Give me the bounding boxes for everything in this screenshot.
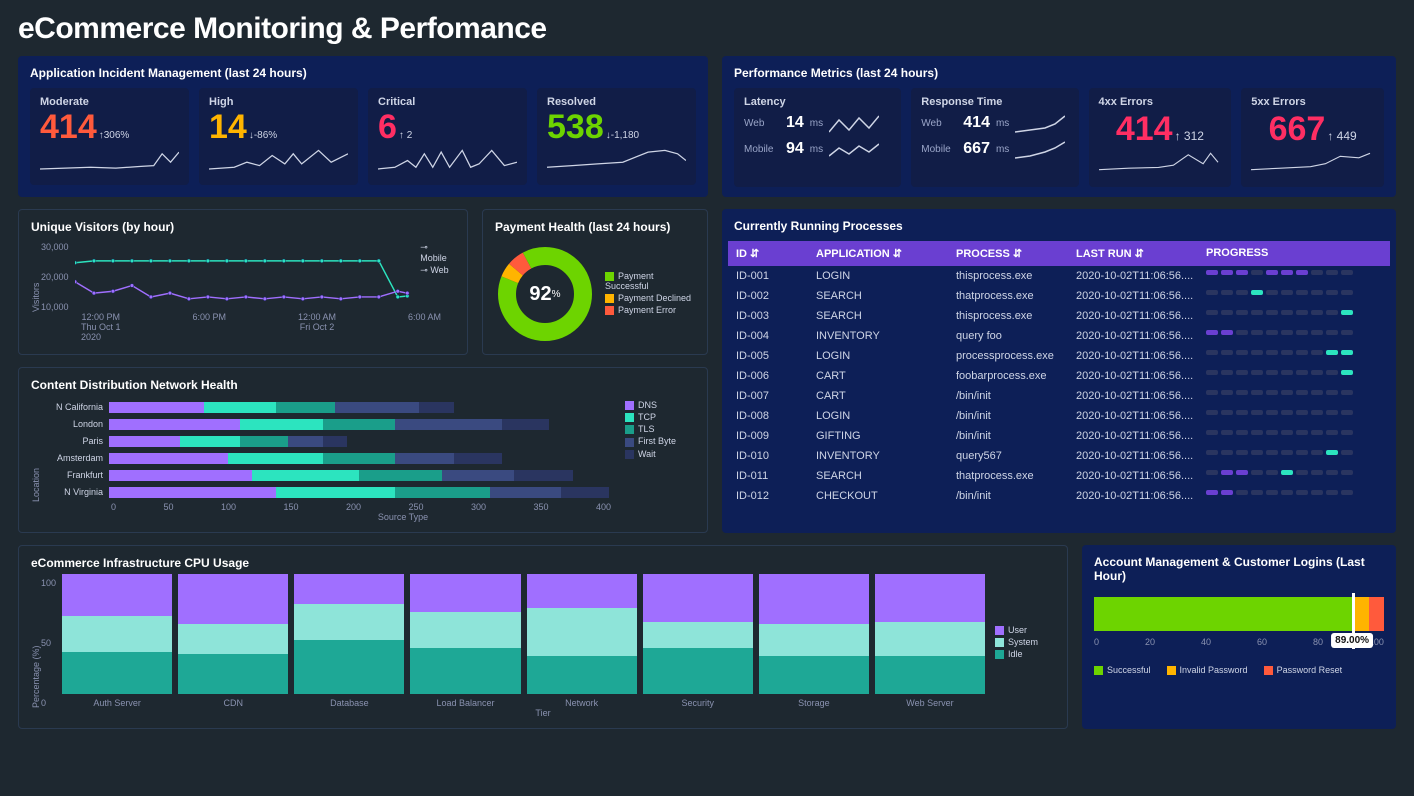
processes-header[interactable]: ID ⇵ APPLICATION ⇵ PROCESS ⇵ LAST RUN ⇵ …	[728, 241, 1390, 266]
incident-value: 538	[547, 110, 604, 144]
visitors-chart	[75, 242, 417, 312]
logins-legend-item: Password Reset	[1264, 665, 1343, 675]
table-row[interactable]: ID-011SEARCH thatprocess.exe2020-10-02T1…	[728, 466, 1390, 486]
perf-item-val: 94	[786, 140, 804, 158]
cdn-row: Paris	[41, 434, 615, 448]
err5-card: 5xx Errors 667 ↑ 449	[1241, 88, 1384, 187]
table-row[interactable]: ID-001LOGIN thisprocess.exe2020-10-02T11…	[728, 266, 1390, 286]
err5-value: 667	[1269, 112, 1326, 146]
cpu-panel: eCommerce Infrastructure CPU Usage Perce…	[18, 545, 1068, 729]
err4-delta: ↑ 312	[1175, 129, 1204, 143]
err4-card: 4xx Errors 414 ↑ 312	[1089, 88, 1232, 187]
visitors-x-foot: 2020	[81, 332, 455, 342]
cdn-row: London	[41, 417, 615, 431]
table-row[interactable]: ID-008LOGIN /bin/init2020-10-02T11:06:56…	[728, 406, 1390, 426]
logins-marker-value: 89.00%	[1331, 633, 1373, 648]
table-row[interactable]: ID-006CART foobarprocess.exe2020-10-02T1…	[728, 366, 1390, 386]
err4-label: 4xx Errors	[1099, 96, 1222, 108]
perf-item-name: Web	[921, 118, 957, 129]
response-label: Response Time	[921, 96, 1068, 108]
cpu-title: eCommerce Infrastructure CPU Usage	[31, 556, 1055, 570]
table-row[interactable]: ID-009GIFTING /bin/init2020-10-02T11:06:…	[728, 426, 1390, 446]
incident-value: 414	[40, 110, 97, 144]
incident-card: High 14 ↓-86%	[199, 88, 358, 185]
perf-item-name: Web	[744, 118, 780, 129]
payment-legend-item: Payment Error	[605, 305, 695, 315]
table-row[interactable]: ID-007CART /bin/init2020-10-02T11:06:56.…	[728, 386, 1390, 406]
page-title: eCommerce Monitoring & Perfomance	[18, 12, 1396, 46]
table-row[interactable]: ID-005LOGIN processprocess.exe2020-10-02…	[728, 346, 1390, 366]
incident-delta: ↓-86%	[249, 130, 277, 141]
incident-delta: ↑306%	[99, 130, 130, 141]
table-row[interactable]: ID-002SEARCH thatprocess.exe2020-10-02T1…	[728, 286, 1390, 306]
incident-label: Moderate	[40, 96, 179, 108]
incident-value: 6	[378, 110, 397, 144]
incident-delta: ↓-1,180	[606, 130, 639, 141]
cdn-y-label: Location	[31, 400, 41, 502]
cdn-row: Amsterdam	[41, 451, 615, 465]
perf-item-val: 14	[786, 114, 804, 132]
payment-legend-item: Payment Declined	[605, 293, 695, 303]
payment-legend-item: Payment Successful	[605, 271, 695, 291]
latency-label: Latency	[744, 96, 891, 108]
payment-value: 92	[529, 283, 551, 306]
processes-panel: Currently Running Processes ID ⇵ APPLICA…	[722, 209, 1396, 533]
payment-panel: Payment Health (last 24 hours) 92 % Paym…	[482, 209, 708, 355]
err5-delta: ↑ 449	[1327, 129, 1356, 143]
incident-value: 14	[209, 110, 247, 144]
response-card: Response Time Web 414ms Mobile 667ms	[911, 88, 1078, 187]
processes-title: Currently Running Processes	[728, 219, 1390, 233]
logins-title: Account Management & Customer Logins (La…	[1094, 555, 1384, 583]
cpu-x-label: Tier	[31, 708, 1055, 718]
cdn-row: N Virginia	[41, 485, 615, 499]
incident-label: High	[209, 96, 348, 108]
err5-label: 5xx Errors	[1251, 96, 1374, 108]
perf-item-val: 667	[963, 140, 990, 158]
incident-label: Resolved	[547, 96, 686, 108]
table-row[interactable]: ID-010INVENTORY query5672020-10-02T11:06…	[728, 446, 1390, 466]
cdn-row: N California	[41, 400, 615, 414]
incident-card: Resolved 538 ↓-1,180	[537, 88, 696, 185]
payment-title: Payment Health (last 24 hours)	[495, 220, 695, 234]
cpu-y-label: Percentage (%)	[31, 578, 41, 708]
perf-panel: Performance Metrics (last 24 hours) Late…	[722, 56, 1396, 197]
incident-delta: ↑ 2	[399, 130, 412, 141]
cdn-panel: Content Distribution Network Health Loca…	[18, 367, 708, 533]
table-row[interactable]: ID-003SEARCH thisprocess.exe2020-10-02T1…	[728, 306, 1390, 326]
perf-item-val: 414	[963, 114, 990, 132]
visitors-y-label: Visitors	[31, 242, 41, 312]
table-row[interactable]: ID-004INVENTORY query foo2020-10-02T11:0…	[728, 326, 1390, 346]
cdn-row: Frankfurt	[41, 468, 615, 482]
perf-title: Performance Metrics (last 24 hours)	[734, 66, 1384, 80]
logins-bar: 89.00%	[1094, 597, 1384, 631]
incident-card: Critical 6 ↑ 2	[368, 88, 527, 185]
perf-item-name: Mobile	[921, 144, 957, 155]
logins-panel: Account Management & Customer Logins (La…	[1082, 545, 1396, 729]
logins-legend-item: Successful	[1094, 665, 1151, 675]
err4-value: 414	[1116, 112, 1173, 146]
incidents-title: Application Incident Management (last 24…	[30, 66, 696, 80]
incidents-panel: Application Incident Management (last 24…	[18, 56, 708, 197]
incident-card: Moderate 414 ↑306%	[30, 88, 189, 185]
logins-legend-item: Invalid Password	[1167, 665, 1248, 675]
visitors-title: Unique Visitors (by hour)	[31, 220, 455, 234]
visitors-panel: Unique Visitors (by hour) Visitors 30,00…	[18, 209, 468, 355]
table-row[interactable]: ID-012CHECKOUT /bin/init2020-10-02T11:06…	[728, 486, 1390, 506]
payment-unit: %	[552, 289, 561, 300]
cdn-title: Content Distribution Network Health	[31, 378, 695, 392]
cdn-x-label: Source Type	[111, 512, 695, 522]
incident-label: Critical	[378, 96, 517, 108]
latency-card: Latency Web 14ms Mobile 94ms	[734, 88, 901, 187]
perf-item-name: Mobile	[744, 144, 780, 155]
